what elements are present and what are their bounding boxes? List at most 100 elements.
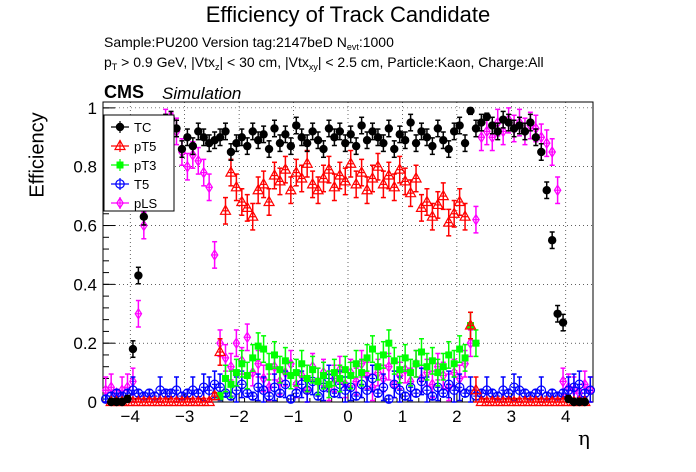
data-point: [215, 133, 225, 142]
data-point: [449, 127, 459, 136]
data-point: [280, 379, 291, 390]
data-point: [363, 354, 371, 362]
data-point: [325, 380, 333, 388]
data-point: [553, 184, 562, 197]
data-point: [548, 145, 557, 159]
data-point: [263, 195, 276, 207]
data-point: [291, 388, 302, 398]
cuts-text-1: > 0.9 GeV, |Vtx: [117, 54, 215, 70]
data-point: [382, 168, 395, 180]
data-point: [412, 360, 420, 368]
data-point: [384, 360, 393, 373]
data-point: [194, 127, 203, 136]
data-point: [580, 397, 590, 407]
data-point: [208, 389, 221, 401]
legend-label: pT5: [134, 139, 156, 154]
data-point: [308, 127, 317, 136]
data-point: [128, 344, 138, 354]
data-point: [275, 388, 285, 398]
data-point: [271, 351, 278, 359]
data-point: [373, 388, 383, 398]
data-point: [433, 124, 443, 133]
data-point: [569, 382, 579, 393]
data-point: [393, 162, 406, 174]
data-point: [215, 382, 225, 393]
data-point: [249, 354, 257, 362]
sample-count: :1000: [358, 34, 394, 50]
data-point: [230, 180, 243, 192]
legend-label: T5: [134, 177, 149, 192]
data-point: [247, 391, 258, 401]
y-tick-label: 0.4: [73, 275, 97, 294]
data-point: [183, 133, 192, 142]
data-point: [460, 388, 470, 398]
data-point: [265, 363, 273, 371]
selection-cuts: pT > 0.9 GeV, |Vtxz| < 30 cm, |Vtxxy| < …: [104, 54, 544, 72]
data-point: [335, 127, 345, 136]
data-point: [563, 385, 574, 396]
data-point: [439, 363, 447, 371]
data-point: [303, 374, 311, 382]
data-point: [488, 131, 497, 144]
data-point: [423, 363, 431, 371]
data-point: [241, 201, 254, 212]
data-point: [390, 357, 398, 365]
data-point: [346, 130, 355, 139]
cuts-p: p: [104, 54, 112, 70]
data-point: [377, 177, 390, 189]
cuts-text-3: | < 2.5 cm, Particle:Kaon, Charge:All: [317, 54, 544, 70]
data-point: [385, 339, 393, 347]
data-point: [199, 133, 208, 142]
data-point: [366, 171, 379, 183]
data-point: [264, 391, 274, 401]
data-point: [431, 198, 444, 210]
data-point: [352, 375, 361, 388]
data-point: [286, 141, 296, 151]
data-point: [438, 388, 449, 398]
data-point: [188, 148, 197, 162]
x-tick-label: 0: [343, 407, 352, 426]
y-tick-label: 0: [88, 393, 97, 412]
data-point: [542, 186, 551, 195]
data-point: [259, 130, 268, 139]
data-point: [314, 377, 322, 385]
data-point: [404, 186, 417, 198]
data-point: [362, 136, 372, 145]
x-axis-label: η: [578, 426, 590, 450]
data-point: [389, 379, 400, 390]
data-point: [401, 354, 409, 362]
y-tick-label: 0.6: [73, 217, 97, 236]
data-point: [253, 382, 263, 393]
data-point: [477, 131, 486, 144]
nevt-subscript: evt: [346, 42, 359, 52]
data-point: [373, 133, 383, 142]
data-point: [428, 141, 437, 151]
data-point: [254, 342, 262, 350]
data-point: [254, 357, 263, 370]
data-point: [445, 351, 453, 359]
data-point: [330, 133, 339, 142]
data-point: [461, 354, 469, 362]
data-point: [329, 388, 340, 398]
data-point: [214, 345, 227, 357]
data-point: [400, 391, 410, 401]
data-point: [183, 160, 192, 173]
x-tick-label: 4: [561, 407, 570, 426]
data-point: [547, 236, 557, 245]
data-point: [295, 171, 308, 183]
data-point: [123, 394, 132, 404]
data-point: [235, 195, 248, 207]
data-point: [407, 369, 415, 377]
data-point: [362, 385, 372, 396]
data-point: [526, 118, 535, 127]
data-point: [379, 351, 387, 359]
legend-marker: [115, 122, 125, 132]
data-point: [253, 136, 263, 145]
data-point: [371, 159, 384, 171]
data-point: [493, 127, 502, 136]
x-tick-label: 2: [452, 407, 461, 426]
x-tick-label: 1: [398, 407, 407, 426]
data-point: [276, 366, 284, 374]
axes: −4 −3 −2 −1 0 1 2 3 4 0 0.2 0.4 0.6 0.8 1: [73, 99, 594, 426]
data-point: [281, 357, 289, 365]
